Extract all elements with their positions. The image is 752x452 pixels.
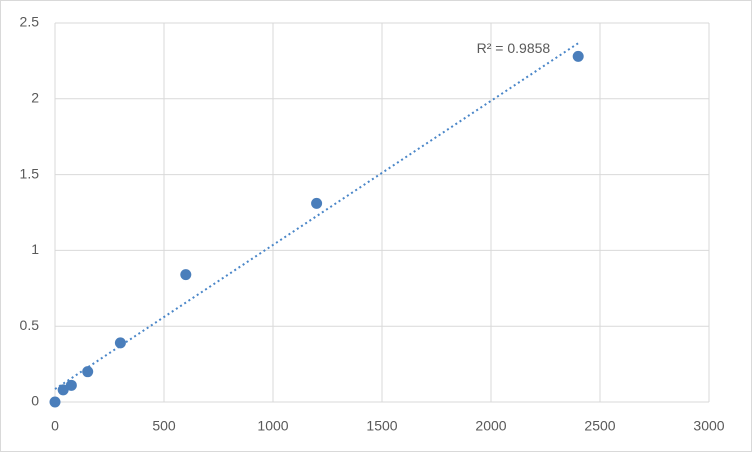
x-tick-label: 1000 <box>257 418 288 434</box>
data-point <box>114 337 126 349</box>
trendline-annotation: R² = 0.9858 <box>477 40 551 56</box>
y-tick-label: 2 <box>31 90 39 106</box>
y-tick-label: 1 <box>31 241 39 257</box>
x-tick-label: 0 <box>51 418 59 434</box>
data-point <box>57 384 69 396</box>
y-tick-label: 2.5 <box>20 14 40 30</box>
data-point <box>65 379 77 391</box>
y-tick-label: 0 <box>31 393 39 409</box>
x-tick-label: 1500 <box>366 418 397 434</box>
data-point <box>49 396 61 408</box>
data-point <box>311 197 323 209</box>
x-tick-label: 3000 <box>693 418 724 434</box>
x-tick-label: 2500 <box>584 418 615 434</box>
data-point <box>180 269 192 281</box>
data-point <box>82 366 94 378</box>
x-tick-label: 500 <box>152 418 176 434</box>
y-tick-label: 0.5 <box>20 317 40 333</box>
data-point <box>572 50 584 62</box>
x-tick-label: 2000 <box>475 418 506 434</box>
y-tick-label: 1.5 <box>20 165 40 181</box>
